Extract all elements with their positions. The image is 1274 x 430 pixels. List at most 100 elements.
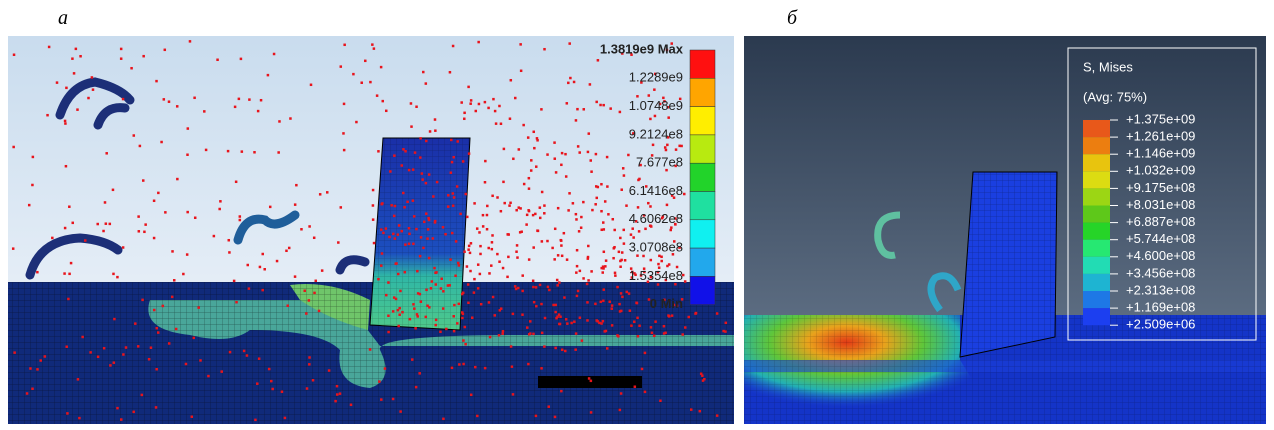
particle (555, 278, 559, 282)
particle (212, 234, 216, 238)
particle (108, 222, 112, 226)
particle (613, 271, 617, 275)
particle (519, 207, 522, 210)
particle (636, 254, 639, 257)
particle (580, 215, 583, 219)
particle (450, 366, 454, 370)
particle (722, 329, 725, 333)
particle (67, 297, 70, 301)
legend-swatch (689, 191, 716, 221)
particle (662, 324, 666, 328)
particle (536, 229, 539, 232)
particle (656, 270, 660, 274)
particle (595, 319, 598, 322)
legend-title: S, Mises (1083, 59, 1133, 74)
particle (573, 320, 576, 323)
particle (263, 267, 266, 271)
particle (435, 271, 438, 274)
particle (140, 393, 144, 397)
particle (455, 185, 459, 188)
particle (256, 109, 260, 113)
particle (463, 250, 466, 253)
particle (586, 257, 590, 260)
particle (419, 137, 422, 140)
particle (632, 236, 635, 239)
particle (694, 311, 698, 315)
legend-label: +5.744e+08 (1126, 231, 1195, 246)
particle (278, 120, 281, 123)
particle (325, 191, 329, 194)
particle (649, 117, 652, 121)
particle (464, 192, 467, 196)
legend-swatch (1083, 256, 1110, 274)
particle (309, 83, 313, 87)
particle (508, 117, 512, 120)
particle (435, 180, 439, 184)
particle (450, 138, 453, 142)
particle (680, 144, 683, 148)
particle (458, 363, 461, 366)
particle (55, 81, 59, 84)
particle (552, 303, 555, 307)
particle (498, 309, 502, 312)
particle (621, 52, 624, 55)
particle (402, 148, 405, 151)
particle (444, 232, 447, 236)
particle (197, 306, 200, 309)
particle (531, 213, 535, 217)
particle (448, 70, 452, 74)
particle (406, 200, 409, 204)
particle (451, 204, 455, 207)
particle (501, 330, 505, 333)
particle (308, 363, 311, 366)
particle (582, 200, 585, 204)
particle (689, 408, 693, 411)
particle (560, 254, 564, 258)
particle (535, 137, 539, 140)
particle (199, 359, 202, 362)
particle (219, 200, 222, 203)
particle (610, 307, 613, 310)
particle (605, 155, 609, 159)
particle (387, 281, 390, 284)
particle (574, 348, 577, 351)
particle (670, 314, 674, 317)
particle (519, 43, 522, 46)
particle (673, 222, 677, 226)
particle (342, 102, 346, 106)
particle (522, 182, 526, 186)
particle (608, 300, 611, 303)
particle (502, 147, 506, 151)
particle (285, 249, 288, 253)
particle (631, 270, 634, 274)
particle (503, 201, 506, 205)
particle (538, 283, 542, 287)
particle (442, 417, 445, 421)
particle (155, 367, 158, 371)
particle (619, 259, 622, 263)
particle (192, 336, 195, 340)
legend-label: 1.5354e8 (629, 268, 683, 283)
particle (463, 111, 466, 115)
particle (384, 109, 388, 113)
particle (63, 119, 67, 123)
particle (308, 356, 311, 359)
particle (448, 284, 451, 287)
particle (418, 292, 422, 296)
particle (540, 367, 543, 370)
particle (534, 414, 538, 418)
particle (174, 327, 178, 331)
particle (204, 148, 208, 152)
particle (424, 315, 428, 319)
particle (600, 182, 603, 186)
particle (104, 222, 108, 225)
particle (540, 108, 543, 111)
particle (259, 98, 263, 102)
particle (428, 306, 431, 309)
particle (681, 333, 684, 336)
particle (476, 414, 479, 418)
particle (633, 272, 636, 275)
particle (575, 264, 579, 268)
particle (568, 192, 571, 195)
particle (136, 345, 140, 348)
